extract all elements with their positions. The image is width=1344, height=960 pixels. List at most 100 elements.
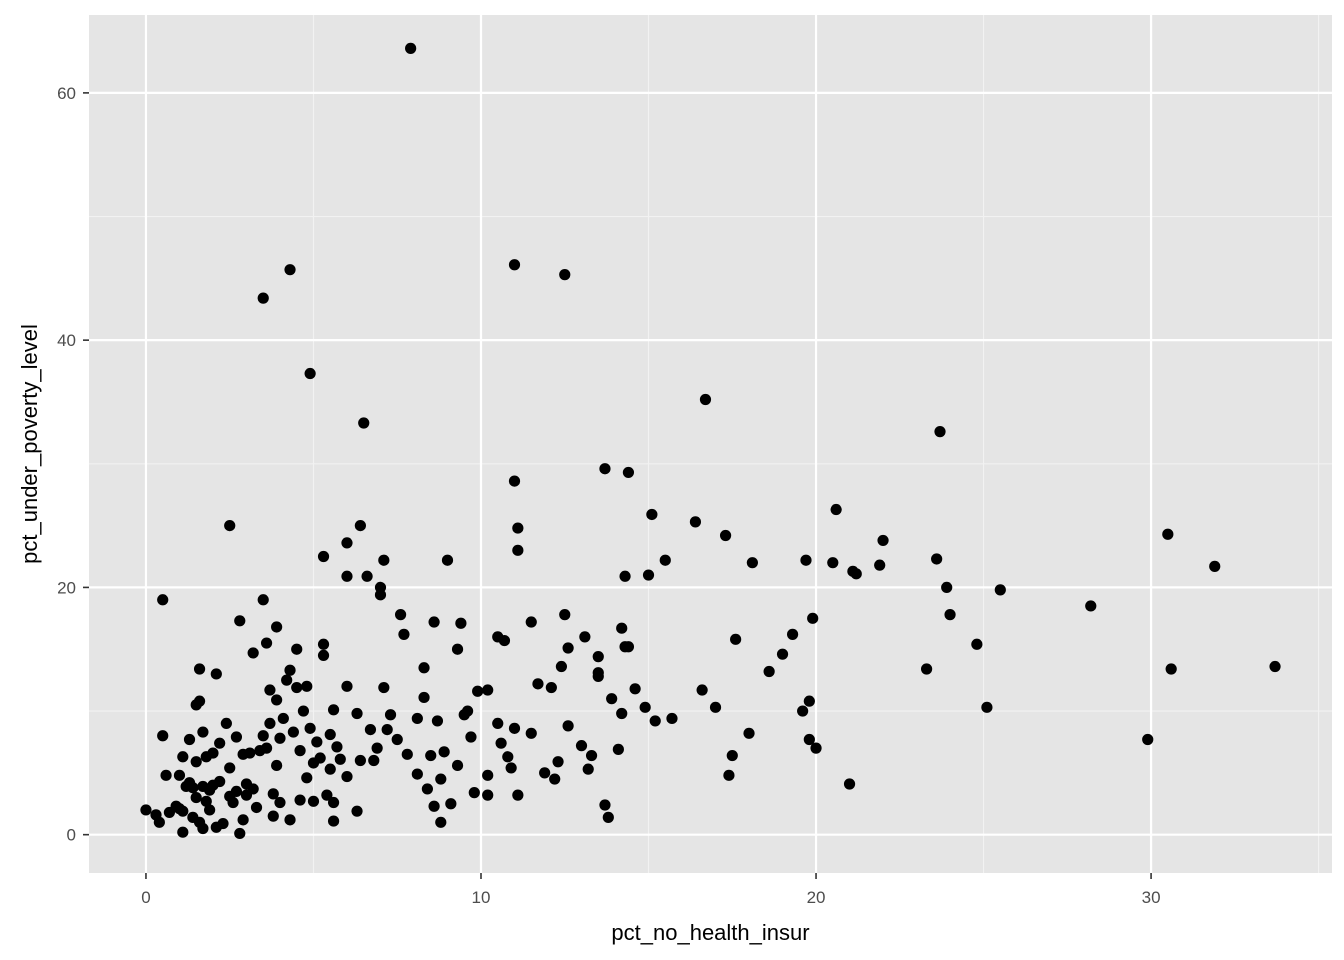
data-point: [271, 759, 283, 772]
data-point: [401, 748, 413, 760]
data-point: [461, 705, 474, 717]
data-point: [271, 694, 283, 706]
y-tick-label: 20: [57, 578, 76, 597]
data-point: [351, 805, 363, 817]
data-point: [562, 642, 574, 654]
data-point: [264, 717, 276, 730]
data-point: [743, 727, 755, 739]
data-point: [374, 581, 387, 594]
data-point: [555, 660, 568, 673]
data-point: [220, 717, 232, 730]
data-point: [271, 621, 283, 633]
data-point: [850, 568, 862, 580]
data-point: [260, 742, 273, 754]
data-point: [495, 737, 507, 749]
data-point: [341, 537, 353, 549]
data-point: [512, 789, 524, 801]
data-point: [582, 763, 594, 775]
data-point: [482, 769, 494, 781]
x-axis-ticks: 0 10 20 30: [141, 873, 1161, 907]
data-point: [224, 519, 236, 532]
data-point: [267, 788, 279, 800]
data-point: [877, 534, 889, 547]
data-point: [619, 570, 631, 582]
data-point: [592, 670, 604, 683]
data-point: [378, 681, 390, 694]
data-point: [311, 736, 323, 748]
data-point: [723, 769, 735, 781]
data-point: [327, 704, 340, 716]
data-point: [294, 794, 306, 806]
data-point: [197, 822, 209, 835]
data-point: [994, 584, 1006, 596]
data-point: [354, 519, 366, 532]
data-point: [190, 791, 202, 804]
data-point: [217, 817, 229, 830]
data-point: [445, 798, 457, 810]
data-point: [153, 816, 165, 828]
data-point: [321, 789, 333, 801]
data-point: [843, 778, 856, 790]
data-point: [525, 727, 537, 739]
data-point: [441, 554, 454, 566]
y-axis-title: pct_under_poverty_level: [17, 324, 42, 564]
data-point: [157, 730, 169, 742]
data-point: [284, 664, 296, 676]
data-point: [264, 684, 276, 696]
minor-gridlines: [89, 15, 1332, 873]
data-point: [431, 715, 444, 727]
data-point: [642, 569, 655, 581]
x-tick-label: 20: [807, 888, 826, 907]
data-point: [140, 804, 152, 816]
data-point: [214, 737, 226, 749]
data-point: [230, 785, 243, 798]
data-point: [545, 681, 557, 694]
data-point: [247, 647, 259, 659]
data-point: [334, 753, 346, 765]
data-point: [304, 722, 316, 734]
data-point: [746, 557, 758, 569]
data-point: [451, 759, 464, 772]
data-point: [177, 826, 189, 838]
data-point: [301, 772, 313, 784]
data-point: [468, 787, 480, 799]
x-tick-label: 0: [141, 888, 150, 907]
data-point: [234, 615, 246, 627]
data-point: [552, 756, 564, 768]
x-tick-label: 30: [1142, 888, 1161, 907]
major-gridlines: [89, 15, 1332, 873]
data-point: [317, 649, 330, 662]
data-point: [398, 628, 410, 640]
data-point: [1142, 733, 1154, 746]
data-point: [579, 631, 591, 643]
data-point: [585, 749, 598, 762]
data-point: [800, 554, 812, 566]
data-point: [291, 643, 303, 655]
data-point: [204, 804, 216, 816]
data-point: [244, 747, 256, 759]
data-point: [364, 723, 377, 736]
data-point: [274, 732, 286, 744]
data-point: [482, 684, 494, 696]
data-point: [418, 691, 430, 704]
data-point: [455, 617, 467, 629]
data-point: [257, 730, 269, 742]
data-point: [361, 570, 373, 582]
data-point: [622, 466, 635, 479]
data-point: [371, 742, 383, 754]
data-point: [562, 720, 574, 732]
data-point: [971, 638, 983, 650]
data-point: [559, 269, 571, 281]
data-point: [797, 705, 809, 717]
data-point: [237, 814, 249, 826]
data-point: [508, 475, 521, 487]
data-point: [341, 680, 353, 692]
data-point: [428, 800, 440, 812]
data-point: [525, 616, 537, 628]
data-point: [616, 707, 628, 720]
y-axis-ticks: 0 20 40 60: [57, 84, 89, 845]
data-point: [629, 683, 641, 695]
data-point: [428, 616, 440, 628]
data-point: [689, 516, 702, 528]
data-point: [981, 701, 993, 713]
